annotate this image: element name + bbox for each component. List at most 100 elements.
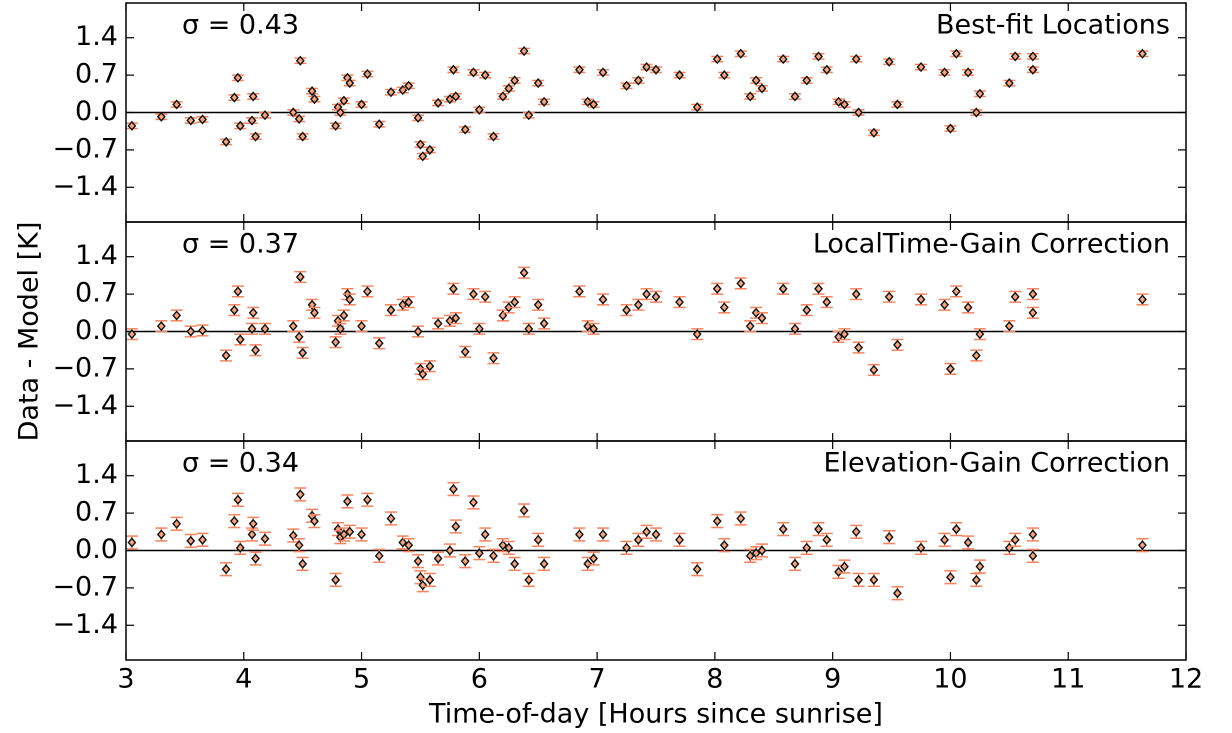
marker	[433, 318, 443, 329]
marker	[1028, 307, 1038, 318]
data-point	[508, 556, 521, 572]
marker	[474, 548, 484, 559]
marker	[339, 95, 349, 106]
y-tick-label: 0.7	[75, 278, 118, 309]
data-point	[938, 298, 951, 311]
data-point	[532, 298, 545, 311]
data-point	[788, 556, 801, 572]
data-point	[950, 285, 963, 298]
data-point	[459, 124, 472, 135]
data-point	[294, 55, 307, 66]
marker	[675, 534, 684, 545]
data-point	[293, 537, 306, 553]
data-point	[734, 511, 747, 526]
data-point	[396, 298, 409, 311]
data-point	[938, 67, 951, 78]
marker	[310, 94, 319, 105]
data-point	[734, 48, 747, 59]
y-tick-label: −0.7	[52, 352, 118, 383]
data-point	[867, 363, 880, 377]
marker	[127, 120, 137, 131]
data-point	[950, 521, 963, 537]
marker	[519, 46, 529, 57]
data-point	[1003, 540, 1016, 555]
x-tick-label: 9	[824, 664, 841, 695]
marker	[416, 139, 425, 150]
marker	[307, 86, 317, 97]
x-tick-label: 10	[933, 664, 967, 695]
data-point	[502, 540, 515, 555]
data-point	[423, 360, 436, 373]
data-point	[296, 346, 309, 359]
marker	[294, 540, 304, 551]
data-point	[196, 324, 209, 337]
data-point	[1026, 51, 1039, 62]
marker	[575, 286, 584, 297]
y-tick-label: 1.4	[75, 21, 118, 52]
marker	[519, 505, 529, 516]
marker	[295, 271, 305, 283]
data-point	[234, 540, 247, 555]
data-point	[1136, 537, 1149, 553]
marker	[288, 321, 298, 332]
marker	[916, 62, 926, 73]
x-tick-label: 3	[117, 664, 134, 695]
marker	[575, 64, 584, 75]
data-point	[432, 97, 445, 108]
marker	[460, 124, 470, 135]
data-point	[412, 325, 425, 338]
y-tick-label: 0.7	[75, 497, 118, 528]
y-tick-label: −1.4	[52, 390, 118, 421]
marker	[489, 131, 498, 142]
data-point	[196, 114, 209, 125]
data-point	[691, 328, 704, 341]
marker	[589, 323, 599, 334]
data-point	[373, 548, 386, 564]
data-point	[294, 487, 307, 502]
data-point	[711, 282, 724, 295]
marker	[1028, 289, 1038, 300]
marker	[498, 91, 508, 102]
data-point	[650, 64, 662, 75]
data-point	[447, 481, 460, 497]
data-point	[632, 298, 645, 311]
data-point	[473, 546, 486, 561]
y-tick-label: −0.7	[52, 571, 118, 602]
marker	[834, 566, 843, 577]
data-point	[479, 527, 492, 542]
data-point	[306, 86, 319, 97]
x-tick-label: 12	[1169, 664, 1203, 695]
data-point	[883, 529, 896, 545]
data-point	[155, 527, 168, 542]
marker	[840, 99, 849, 110]
marker	[260, 110, 270, 121]
data-point	[915, 62, 927, 73]
x-tick-label: 4	[235, 664, 252, 695]
marker	[386, 513, 396, 524]
data-point	[640, 524, 653, 539]
data-point	[416, 151, 429, 162]
marker	[404, 540, 414, 551]
marker	[357, 529, 366, 540]
marker	[198, 534, 207, 545]
marker	[692, 329, 702, 340]
marker	[539, 558, 549, 569]
data-point	[800, 540, 813, 555]
marker	[251, 131, 260, 142]
data-point	[522, 322, 535, 335]
y-tick-label: −1.4	[52, 171, 118, 202]
marker	[221, 564, 231, 575]
data-point	[502, 83, 515, 94]
data-point	[532, 78, 545, 89]
data-point	[231, 285, 244, 298]
data-point	[473, 322, 486, 335]
marker	[331, 337, 341, 348]
marker	[233, 286, 243, 297]
data-point	[970, 572, 983, 588]
marker	[736, 513, 746, 524]
marker	[757, 313, 767, 324]
marker	[335, 107, 345, 118]
marker	[884, 56, 894, 67]
marker	[757, 545, 767, 556]
marker	[778, 54, 788, 65]
